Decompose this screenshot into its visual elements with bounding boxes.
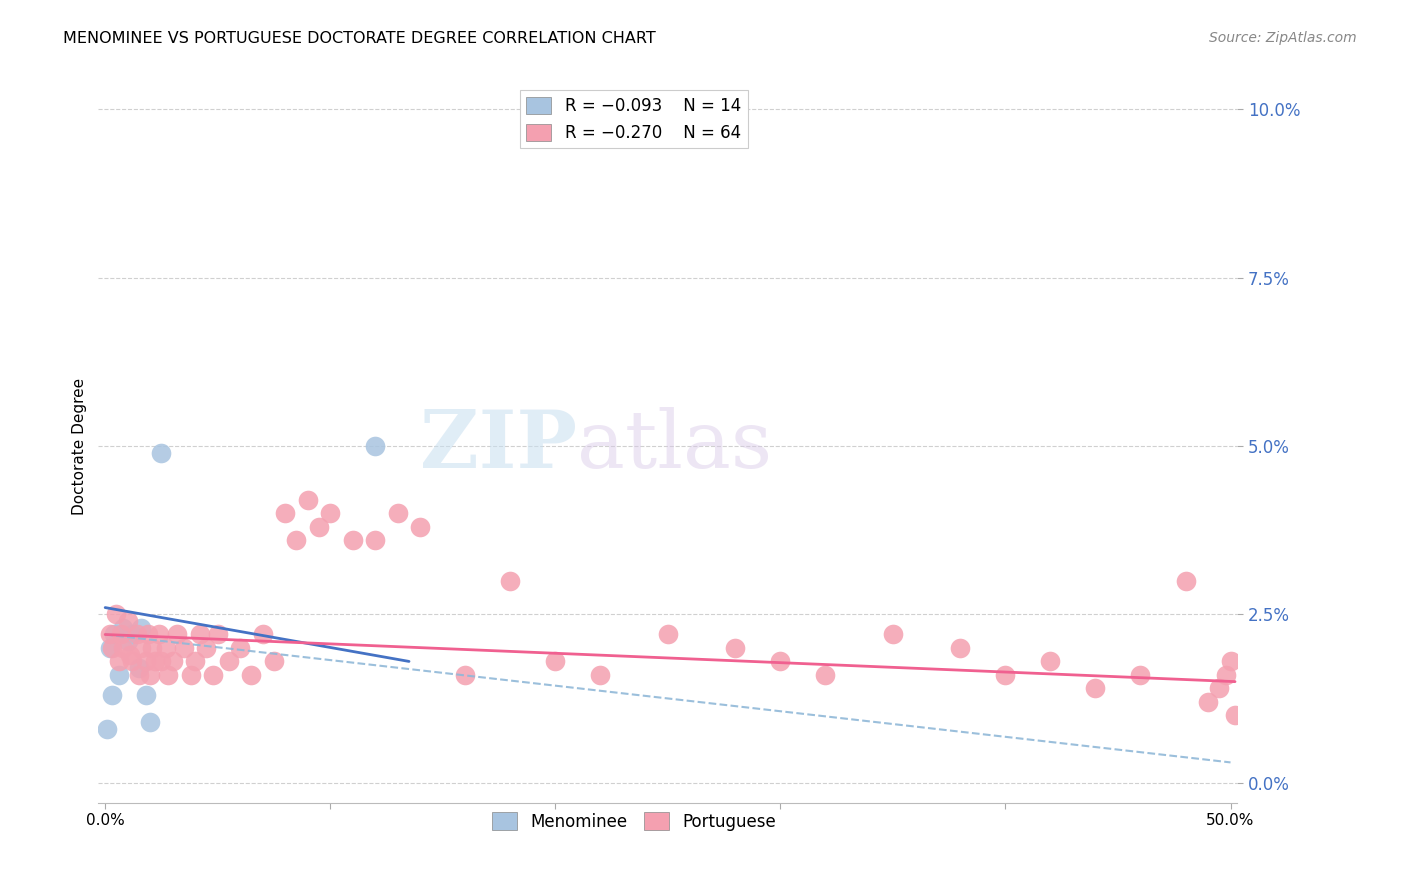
Point bbox=[107, 655, 129, 669]
Point bbox=[117, 614, 139, 628]
Point bbox=[139, 668, 162, 682]
Point bbox=[1219, 655, 1241, 669]
Point bbox=[252, 627, 274, 641]
Point bbox=[949, 640, 972, 655]
Point bbox=[143, 655, 166, 669]
Point bbox=[364, 439, 387, 453]
Point bbox=[207, 627, 229, 641]
Point bbox=[150, 446, 173, 460]
Point bbox=[157, 668, 180, 682]
Point bbox=[1197, 695, 1219, 709]
Point bbox=[121, 627, 143, 641]
Point bbox=[1223, 708, 1246, 723]
Point bbox=[110, 627, 132, 641]
Point bbox=[1039, 655, 1062, 669]
Point bbox=[814, 668, 837, 682]
Point bbox=[202, 668, 225, 682]
Point bbox=[166, 627, 188, 641]
Point bbox=[98, 640, 121, 655]
Y-axis label: Doctorate Degree: Doctorate Degree bbox=[72, 377, 87, 515]
Text: atlas: atlas bbox=[576, 407, 772, 485]
Point bbox=[229, 640, 252, 655]
Point bbox=[409, 520, 432, 534]
Point bbox=[274, 506, 297, 520]
Point bbox=[96, 722, 118, 736]
Point bbox=[128, 668, 150, 682]
Point bbox=[141, 640, 163, 655]
Point bbox=[135, 688, 157, 702]
Point bbox=[882, 627, 904, 641]
Point bbox=[129, 621, 152, 635]
Point bbox=[1215, 668, 1237, 682]
Point bbox=[148, 627, 170, 641]
Text: Source: ZipAtlas.com: Source: ZipAtlas.com bbox=[1209, 31, 1357, 45]
Point bbox=[454, 668, 477, 682]
Point bbox=[121, 655, 143, 669]
Point bbox=[112, 640, 135, 655]
Point bbox=[188, 627, 211, 641]
Point bbox=[101, 688, 124, 702]
Point bbox=[150, 655, 173, 669]
Point bbox=[128, 661, 150, 675]
Point bbox=[184, 655, 207, 669]
Point bbox=[1208, 681, 1230, 696]
Point bbox=[1129, 668, 1152, 682]
Point bbox=[1174, 574, 1197, 588]
Point bbox=[107, 668, 129, 682]
Point bbox=[162, 655, 184, 669]
Text: ZIP: ZIP bbox=[420, 407, 576, 485]
Point bbox=[195, 640, 218, 655]
Point bbox=[125, 627, 148, 641]
Point bbox=[173, 640, 195, 655]
Point bbox=[240, 668, 263, 682]
Point bbox=[364, 533, 387, 548]
Point bbox=[136, 627, 159, 641]
Point bbox=[342, 533, 364, 548]
Point bbox=[589, 668, 612, 682]
Point bbox=[499, 574, 522, 588]
Point bbox=[769, 655, 792, 669]
Point bbox=[103, 627, 125, 641]
Text: MENOMINEE VS PORTUGUESE DOCTORATE DEGREE CORRELATION CHART: MENOMINEE VS PORTUGUESE DOCTORATE DEGREE… bbox=[63, 31, 657, 46]
Legend: Menominee, Portuguese: Menominee, Portuguese bbox=[485, 805, 783, 838]
Point bbox=[319, 506, 342, 520]
Point bbox=[118, 648, 141, 662]
Point bbox=[139, 714, 162, 729]
Point bbox=[657, 627, 679, 641]
Point bbox=[297, 492, 319, 507]
Point bbox=[135, 655, 157, 669]
Point bbox=[129, 640, 152, 655]
Point bbox=[180, 668, 202, 682]
Point bbox=[308, 520, 330, 534]
Point bbox=[105, 607, 128, 622]
Point bbox=[544, 655, 567, 669]
Point bbox=[112, 621, 135, 635]
Point bbox=[98, 627, 121, 641]
Point bbox=[263, 655, 285, 669]
Point bbox=[218, 655, 240, 669]
Point bbox=[101, 640, 124, 655]
Point bbox=[155, 640, 177, 655]
Point bbox=[285, 533, 308, 548]
Point bbox=[724, 640, 747, 655]
Point bbox=[1084, 681, 1107, 696]
Point bbox=[117, 634, 139, 648]
Point bbox=[994, 668, 1017, 682]
Point bbox=[387, 506, 409, 520]
